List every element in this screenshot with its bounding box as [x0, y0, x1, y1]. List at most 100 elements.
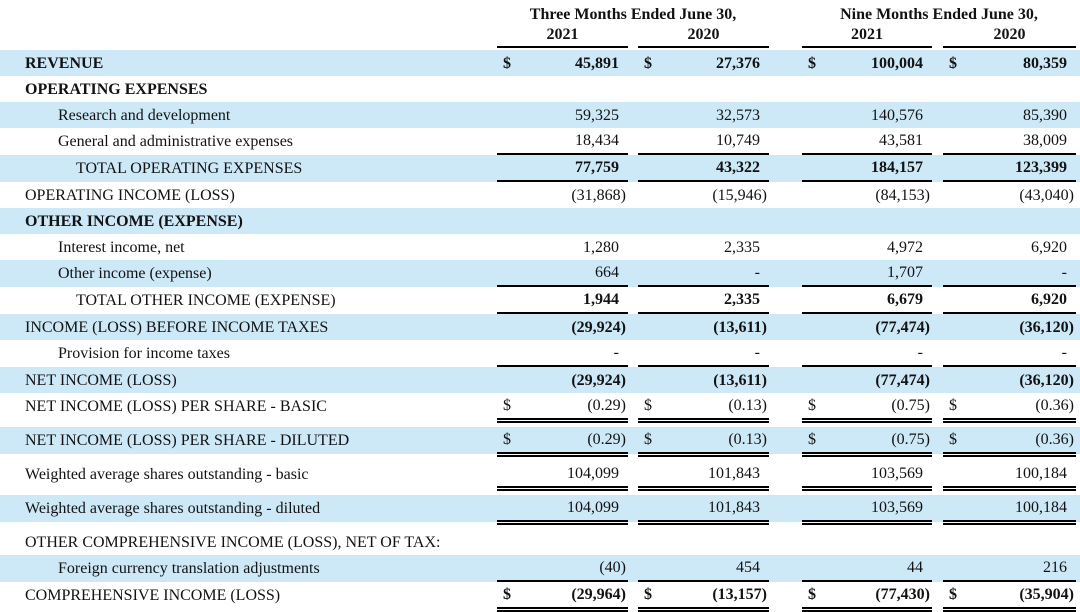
value: 43,322: [716, 159, 760, 176]
value-cell: 216: [943, 555, 1076, 582]
value: 140,576: [871, 107, 923, 124]
row-label: Other income (expense): [58, 265, 212, 282]
table-row: NET INCOME (LOSS) PER SHARE - BASIC $ (0.2…: [0, 393, 1080, 423]
value: (40): [599, 559, 626, 576]
row-label: General and administrative expenses: [58, 133, 294, 150]
table-row: Provision for income taxes - - - -: [0, 340, 1080, 367]
value: 44: [907, 559, 923, 576]
year-header: 2020: [638, 26, 769, 48]
value-cell: (13,611): [638, 314, 769, 340]
value-cell: -: [638, 340, 769, 367]
value: 32,573: [716, 107, 760, 124]
table-header-year-row: 2021 2020 2021 2020: [0, 26, 1080, 48]
table-row: OPERATING EXPENSES: [0, 76, 1080, 102]
row-label: NET INCOME (LOSS) PER SHARE - DILUTED: [25, 432, 350, 449]
row-label: NET INCOME (LOSS) PER SHARE - BASIC: [25, 398, 327, 415]
value: 80,359: [1023, 55, 1067, 72]
table-row: TOTAL OPERATING EXPENSES 77,759 43,322 184,…: [0, 155, 1080, 182]
value-cell: $ (0.29): [497, 393, 628, 423]
table-row: OPERATING INCOME (LOSS) (31,868) (15,946) (…: [0, 182, 1080, 208]
value-cell: 59,325: [497, 102, 628, 128]
value: 1,944: [583, 291, 619, 308]
value: 27,376: [716, 55, 760, 72]
value-cell: $ (29,964): [497, 582, 628, 612]
table-row: Weighted average shares outstanding - di…: [0, 495, 1080, 525]
value: (0.13): [728, 397, 767, 414]
value: (15,946): [712, 187, 767, 204]
row-label: OTHER COMPREHENSIVE INCOME (LOSS), NET O…: [25, 534, 441, 551]
value-cell: (77,474): [802, 367, 932, 393]
value-cell: 100,184: [943, 495, 1076, 525]
value-cell: 101,843: [638, 495, 769, 525]
value: 101,843: [708, 465, 760, 482]
row-label: TOTAL OPERATING EXPENSES: [76, 160, 303, 177]
dollar-sign: $: [808, 397, 816, 414]
value-cell: 77,759: [497, 155, 628, 182]
table-row: Weighted average shares outstanding - ba…: [0, 461, 1080, 491]
table-row: INCOME (LOSS) BEFORE INCOME TAXES (29,924…: [0, 314, 1080, 340]
value: 38,009: [1023, 132, 1067, 149]
value: 1,707: [887, 264, 923, 281]
value: 2,335: [724, 291, 760, 308]
row-label: Provision for income taxes: [58, 345, 230, 362]
value-cell: 6,679: [802, 287, 932, 314]
row-label: Weighted average shares outstanding - ba…: [25, 466, 309, 483]
value: (29,964): [571, 586, 626, 603]
value: (84,153): [875, 187, 930, 204]
value-cell: $ (0.75): [802, 427, 932, 457]
header-gap: [769, 5, 802, 25]
value: 1,280: [583, 239, 619, 256]
value: (0.13): [728, 431, 767, 448]
value: (0.36): [1035, 397, 1074, 414]
value: 103,569: [871, 465, 923, 482]
value: 6,920: [1031, 291, 1067, 308]
value: (29,924): [571, 319, 626, 336]
value-cell: $100,004: [802, 50, 932, 76]
column-group-title-three-months: Three Months Ended June 30,: [529, 6, 737, 23]
value-cell: 140,576: [802, 102, 932, 128]
value: -: [613, 344, 619, 361]
value: 454: [736, 559, 760, 576]
table-row: TOTAL OTHER INCOME (EXPENSE) 1,944 2,335 6,…: [0, 287, 1080, 314]
row-label: Foreign currency translation adjustments: [58, 560, 320, 577]
value-cell: 4,972: [802, 234, 932, 260]
dollar-sign: $: [503, 431, 511, 448]
value: 184,157: [871, 159, 923, 176]
value-cell: 32,573: [638, 102, 769, 128]
value-cell: $ (0.29): [497, 427, 628, 457]
value: 104,099: [567, 499, 619, 516]
year-header: 2021: [497, 26, 628, 48]
dollar-sign: $: [644, 397, 652, 414]
value: 100,004: [871, 55, 923, 72]
value-cell: $27,376: [638, 50, 769, 76]
value: 77,759: [575, 159, 619, 176]
value: (35,904): [1019, 586, 1074, 603]
value-cell: 43,322: [638, 155, 769, 182]
table-row: Foreign currency translation adjustments…: [0, 555, 1080, 582]
value-cell: -: [943, 340, 1076, 367]
value-cell: $45,891: [497, 50, 628, 76]
value: 100,184: [1015, 499, 1067, 516]
year-header: 2020: [943, 26, 1076, 48]
year-header: 2021: [802, 26, 932, 48]
value-cell: 104,099: [497, 461, 628, 491]
table-row: Interest income, net 1,280 2,335 4,972 6,920: [0, 234, 1080, 260]
value-cell: $ (0.36): [943, 393, 1076, 423]
value-cell: 6,920: [943, 234, 1076, 260]
value-cell: (13,611): [638, 367, 769, 393]
header-spacer: [0, 26, 497, 48]
value: (77,474): [875, 372, 930, 389]
value: -: [1061, 344, 1067, 361]
value-cell: $80,359: [943, 50, 1076, 76]
dollar-sign: $: [503, 586, 511, 603]
value-cell: $ (0.13): [638, 393, 769, 423]
value-cell: 6,920: [943, 287, 1076, 314]
header-spacer: [0, 5, 497, 25]
row-label: NET INCOME (LOSS): [25, 372, 177, 389]
value-cell: 2,335: [638, 234, 769, 260]
value: 100,184: [1015, 465, 1067, 482]
value-cell: $ (0.36): [943, 427, 1076, 457]
row-label: TOTAL OTHER INCOME (EXPENSE): [76, 292, 336, 309]
value: (13,611): [713, 372, 767, 389]
value: -: [1061, 264, 1067, 281]
